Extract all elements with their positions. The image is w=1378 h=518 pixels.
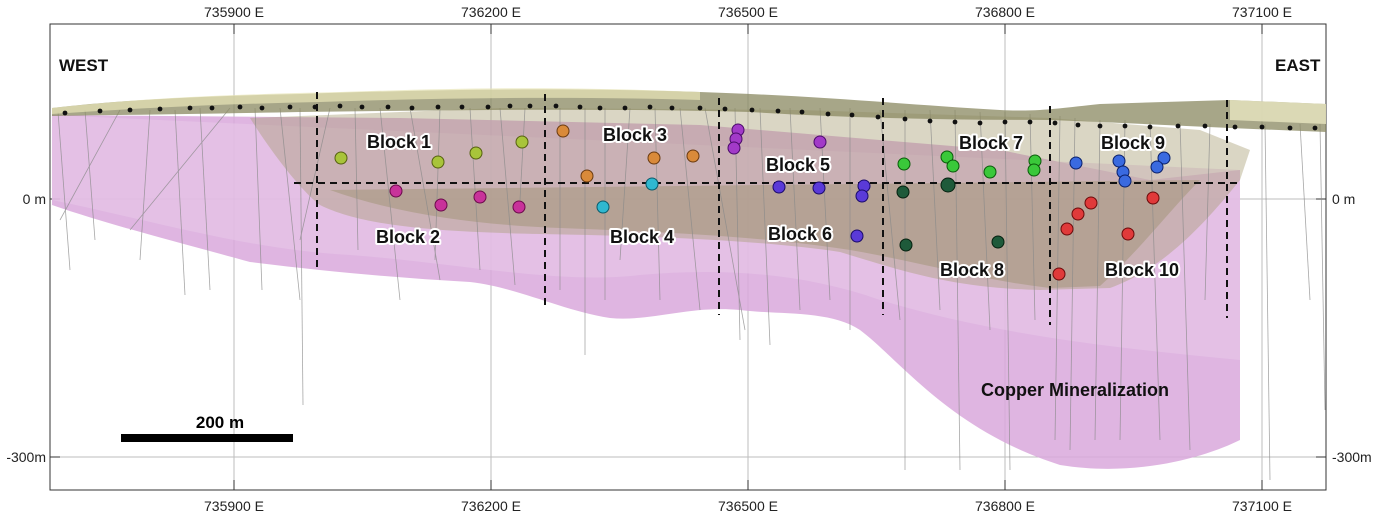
sample-sphere xyxy=(813,135,827,149)
bottom-axis-label: 736200 E xyxy=(461,498,521,514)
sample-sphere xyxy=(946,159,960,173)
sample-sphere xyxy=(1084,196,1098,210)
top-axis-label: 736800 E xyxy=(975,4,1035,20)
right-elevation-label: -300m xyxy=(1332,449,1372,465)
sample-sphere xyxy=(645,177,659,191)
block-label-4: Block 4 xyxy=(610,227,674,247)
west-label: WEST xyxy=(59,56,109,75)
sample-sphere xyxy=(727,141,741,155)
sample-sphere xyxy=(1052,267,1066,281)
sample-sphere xyxy=(1157,151,1171,165)
sample-sphere xyxy=(1112,154,1126,168)
sample-sphere xyxy=(434,198,448,212)
mineralization-label: Copper Mineralization xyxy=(981,380,1169,400)
sample-sphere xyxy=(686,149,700,163)
sample-sphere xyxy=(940,150,954,164)
block-label-2: Block 2 xyxy=(376,227,440,247)
sample-sphere xyxy=(991,235,1005,249)
samples-block-4 xyxy=(596,177,659,214)
block-label-9: Block 9 xyxy=(1101,133,1165,153)
sample-sphere xyxy=(556,124,570,138)
samples-block-10 xyxy=(1052,191,1160,281)
surface-highlight-east xyxy=(1230,100,1326,124)
sample-sphere xyxy=(469,146,483,160)
top-axis-label: 736500 E xyxy=(718,4,778,20)
east-label: EAST xyxy=(1275,56,1321,75)
samples-block-3 xyxy=(556,124,700,183)
sample-sphere xyxy=(983,165,997,179)
top-axis-label: 737100 E xyxy=(1232,4,1292,20)
sample-sphere xyxy=(772,180,786,194)
block-label-6: Block 6 xyxy=(768,224,832,244)
mineralization-inner-shade xyxy=(52,115,1240,360)
sample-sphere xyxy=(647,151,661,165)
samples-block-6 xyxy=(772,179,871,243)
sample-sphere xyxy=(940,177,956,193)
samples-block-9 xyxy=(1069,151,1171,188)
block-label-5: Block 5 xyxy=(766,155,830,175)
sample-sphere xyxy=(473,190,487,204)
sample-sphere xyxy=(1071,207,1085,221)
sample-sphere xyxy=(389,184,403,198)
bottom-axis-label: 736800 E xyxy=(975,498,1035,514)
top-axis-label: 735900 E xyxy=(204,4,264,20)
block-label-7: Block 7 xyxy=(959,133,1023,153)
drill-collars xyxy=(62,103,1318,131)
block-label-8: Block 8 xyxy=(940,260,1004,280)
left-elevation-label: -300m xyxy=(6,449,46,465)
bottom-axis-label: 737100 E xyxy=(1232,498,1292,514)
sample-sphere xyxy=(1121,227,1135,241)
samples-block-8 xyxy=(896,177,1005,252)
block-label-1: Block 1 xyxy=(367,132,431,152)
sample-sphere xyxy=(1150,160,1164,174)
surface-highlight xyxy=(52,88,700,114)
sample-sphere xyxy=(1060,222,1074,236)
block-label-10: Block 10 xyxy=(1105,260,1179,280)
right-elevation-label: 0 m xyxy=(1332,191,1355,207)
sample-sphere xyxy=(515,135,529,149)
block-boundaries xyxy=(294,92,1238,325)
bottom-axis-label: 735900 E xyxy=(204,498,264,514)
sample-sphere xyxy=(431,155,445,169)
sample-sphere xyxy=(1118,174,1132,188)
scale-bar xyxy=(121,434,293,442)
sample-sphere xyxy=(1027,163,1041,177)
sample-sphere xyxy=(855,189,869,203)
sample-sphere xyxy=(899,238,913,252)
sample-sphere xyxy=(850,229,864,243)
sample-sphere xyxy=(897,157,911,171)
bottom-axis-label: 736500 E xyxy=(718,498,778,514)
sample-sphere xyxy=(896,185,910,199)
top-axis-label: 736200 E xyxy=(461,4,521,20)
samples-block-7 xyxy=(897,150,1042,179)
samples-block-2 xyxy=(389,184,526,214)
sample-sphere xyxy=(334,151,348,165)
sample-sphere xyxy=(512,200,526,214)
samples-block-1 xyxy=(334,135,529,169)
sample-sphere xyxy=(1146,191,1160,205)
sample-sphere xyxy=(812,181,826,195)
sample-sphere xyxy=(596,200,610,214)
sample-sphere xyxy=(1069,156,1083,170)
block-label-3: Block 3 xyxy=(603,125,667,145)
scale-bar-label: 200 m xyxy=(196,413,244,432)
sample-sphere xyxy=(580,169,594,183)
left-elevation-label: 0 m xyxy=(23,191,46,207)
samples-block-5 xyxy=(727,123,827,155)
